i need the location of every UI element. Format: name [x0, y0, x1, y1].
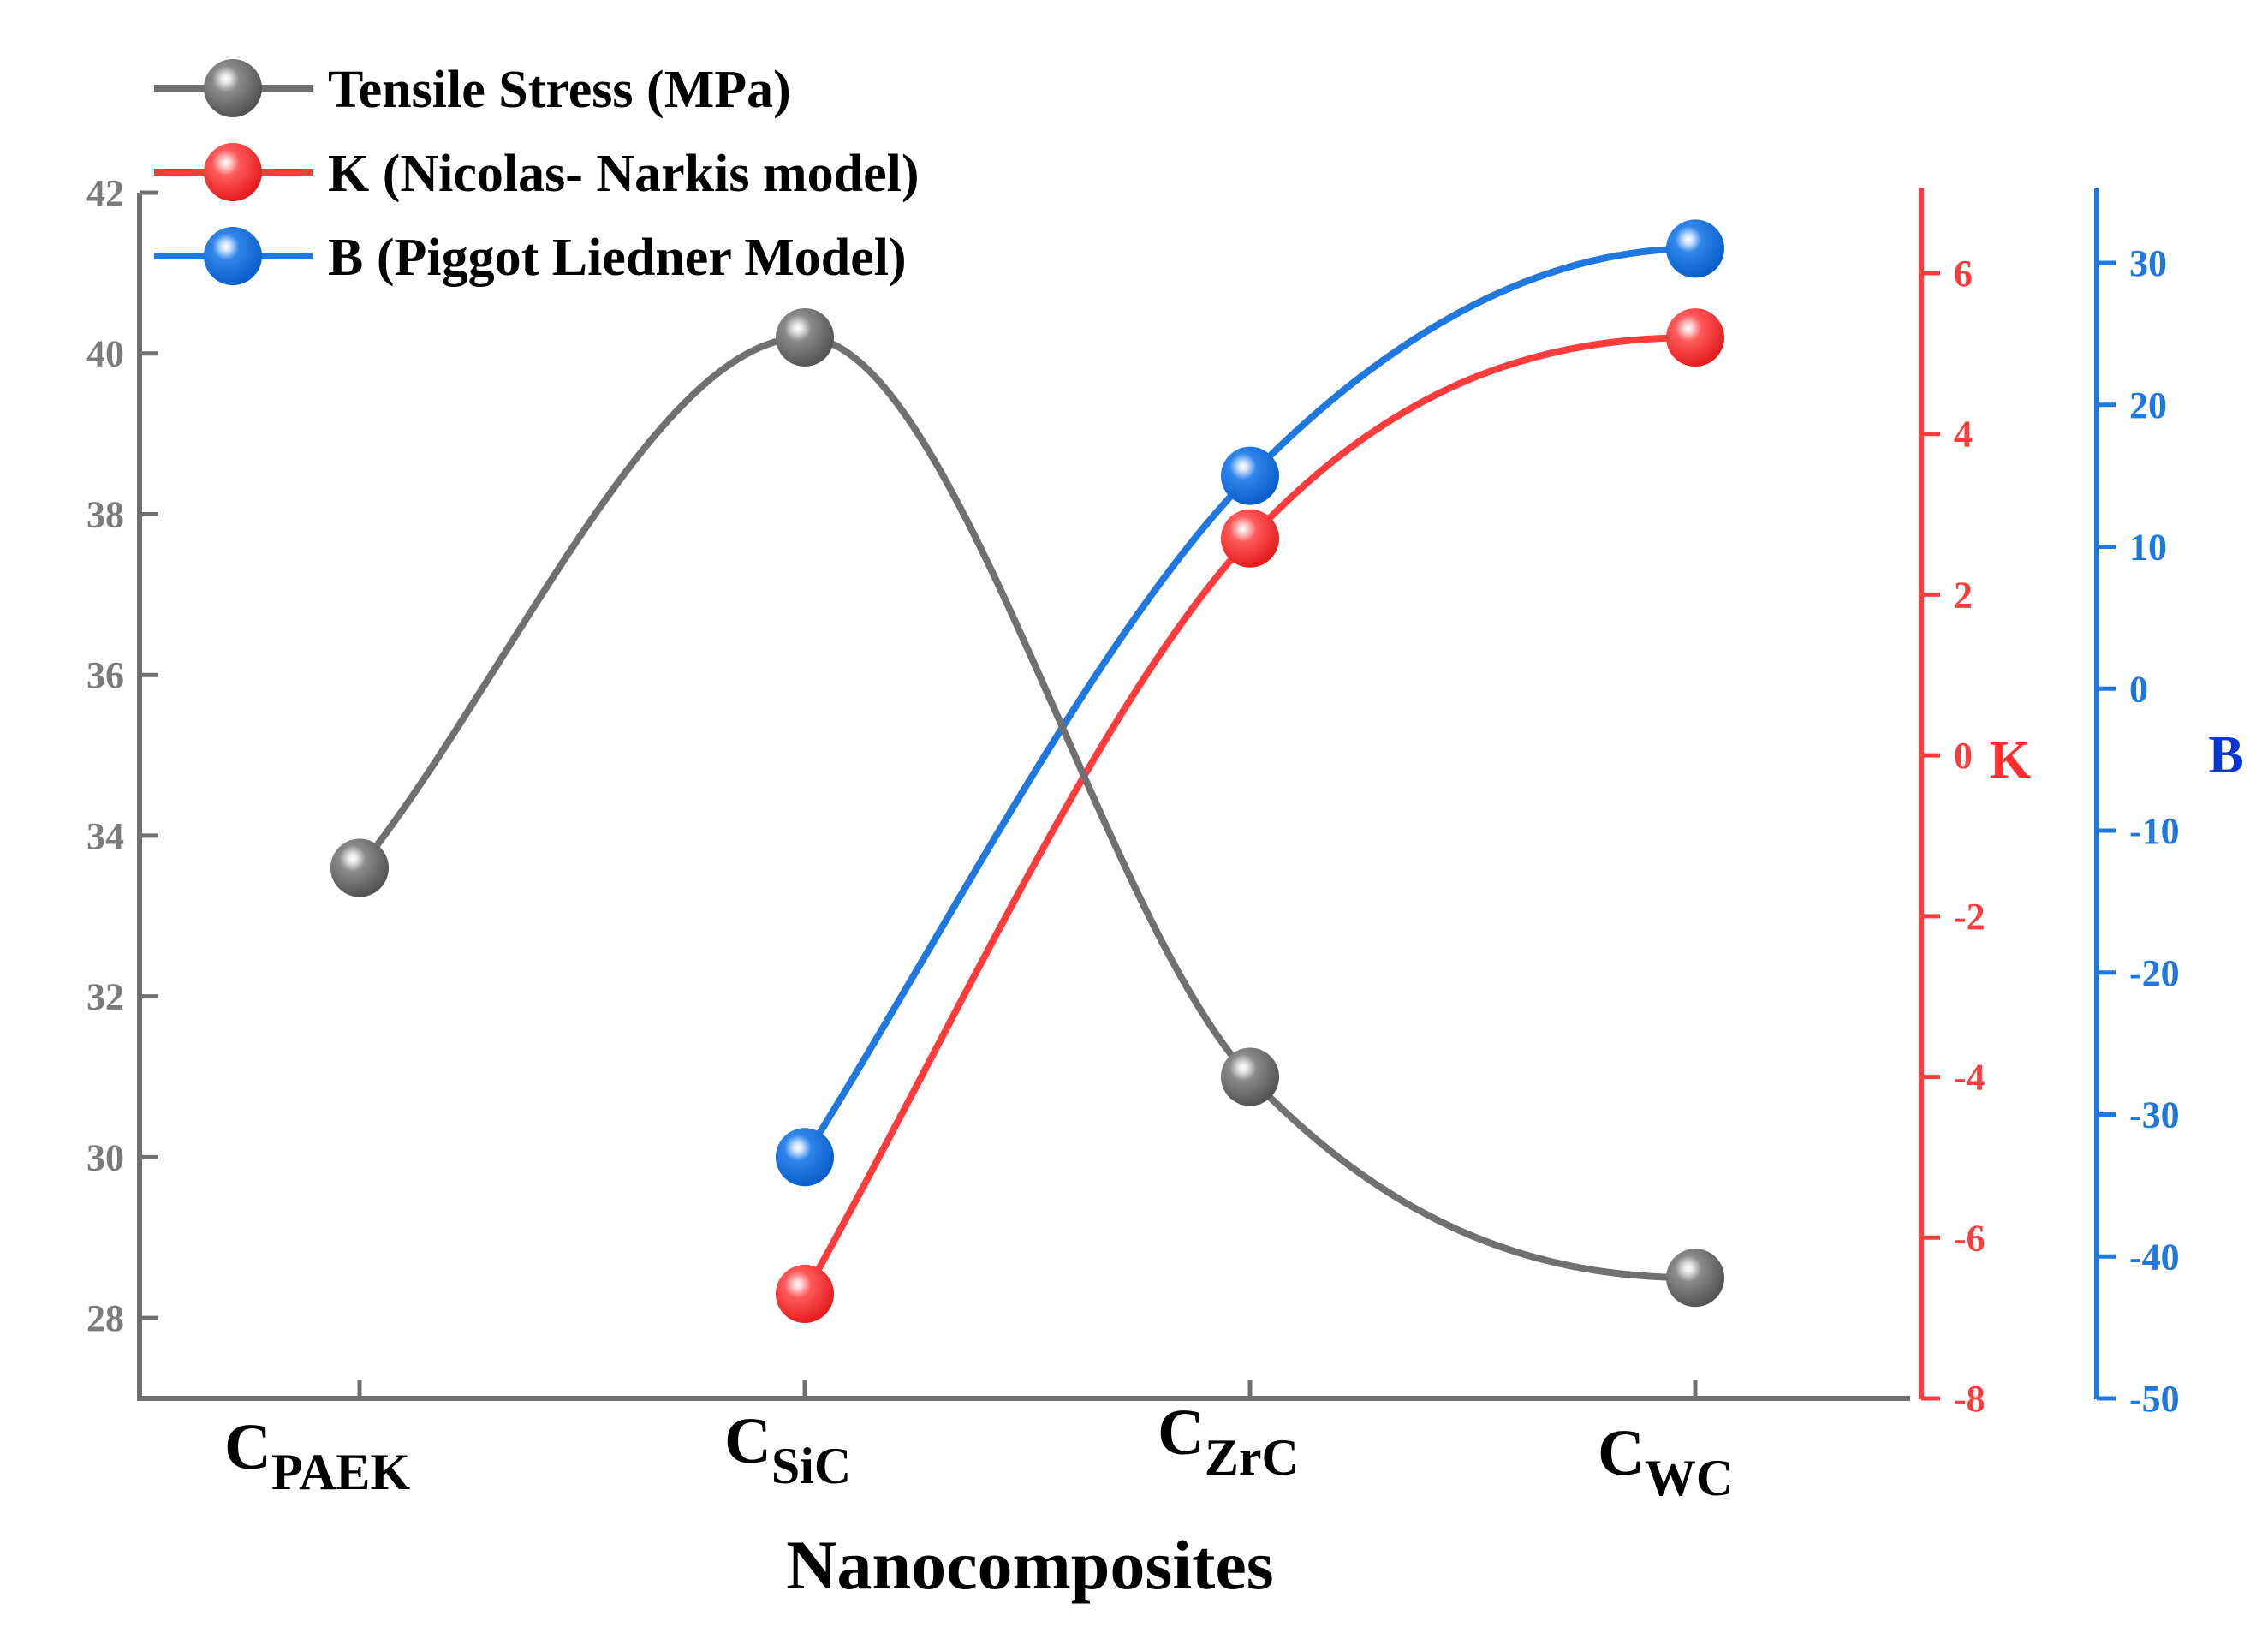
- k-tick-label: 2: [1954, 574, 1973, 616]
- b-axis-ticks: -50 -40 -30 -20 -10 0 10 20 30: [2097, 242, 2180, 1420]
- axes: [137, 188, 2099, 1401]
- k-tick-label: 6: [1954, 253, 1973, 295]
- b-tick-label: -20: [2129, 952, 2180, 994]
- data-point-k: [1666, 308, 1724, 367]
- data-point-tensile: [1666, 1249, 1724, 1308]
- left-tick-label: 34: [86, 815, 124, 857]
- data-point-b: [1221, 446, 1279, 505]
- data-point-tensile: [776, 307, 834, 367]
- left-tick-label: 30: [86, 1136, 124, 1178]
- b-axis-title: B: [2208, 726, 2243, 784]
- b-tick-label: -40: [2129, 1236, 2180, 1278]
- legend-item-b: B (Piggot Liedner Model): [154, 227, 907, 287]
- b-tick-label: 20: [2129, 384, 2167, 426]
- series-b: [776, 219, 1724, 1187]
- b-tick-label: -50: [2129, 1378, 2180, 1420]
- legend-item-k: K (Nicolas- Narkis model): [154, 143, 920, 203]
- left-tick-label: 28: [86, 1297, 124, 1339]
- b-tick-label: 10: [2129, 527, 2167, 569]
- legend-label-b: B (Piggot Liedner Model): [328, 229, 907, 287]
- k-axis-title: K: [1990, 731, 2031, 790]
- series-line-k: [801, 334, 1699, 1297]
- left-tick-label: 32: [86, 976, 124, 1018]
- legend-item-tensile: Tensile Stress (MPa): [154, 59, 791, 119]
- left-tick-label: 42: [86, 172, 124, 214]
- data-point-tensile: [1221, 1047, 1279, 1106]
- series-line-b: [801, 245, 1699, 1161]
- k-tick-label: 0: [1954, 735, 1973, 777]
- b-tick-label: 0: [2129, 668, 2148, 710]
- k-tick-label: -2: [1954, 896, 1985, 938]
- left-tick-label: 38: [86, 493, 124, 535]
- series-line-tensile: [356, 333, 1699, 1282]
- data-point-tensile: [330, 838, 389, 897]
- b-tick-label: -30: [2129, 1094, 2180, 1136]
- b-tick-label: 30: [2129, 242, 2167, 284]
- legend-marker-b: [204, 227, 262, 285]
- x-tick-label: CZrC: [1158, 1397, 1299, 1486]
- k-tick-label: -4: [1954, 1057, 1985, 1099]
- legend-marker-k: [204, 143, 262, 201]
- k-tick-label: 4: [1954, 414, 1973, 456]
- left-tick-label: 36: [86, 654, 124, 696]
- legend-marker-tensile: [204, 59, 262, 117]
- series-k: [776, 308, 1724, 1323]
- legend-label-k: K (Nicolas- Narkis model): [328, 145, 920, 203]
- left-axis-ticks: 28 30 32 34 36 38 40 42: [86, 172, 158, 1339]
- x-tick-label: CSiC: [724, 1405, 851, 1494]
- data-point-k: [1221, 509, 1279, 568]
- k-tick-label: -6: [1954, 1217, 1985, 1259]
- legend-label-tensile: Tensile Stress (MPa): [328, 61, 791, 119]
- series-tensile: [330, 307, 1724, 1308]
- data-point-b: [776, 1128, 834, 1187]
- x-axis-ticks: CPAEK CSiC CZrC CWC: [224, 1380, 1733, 1506]
- x-tick-label: CPAEK: [224, 1411, 410, 1500]
- k-axis-ticks: -8 -6 -4 -2 0 2 4 6: [1921, 253, 1985, 1420]
- data-point-b: [1666, 219, 1724, 278]
- legend: Tensile Stress (MPa) K (Nicolas- Narkis …: [154, 59, 920, 287]
- x-axis-title: Nanocomposites: [786, 1526, 1273, 1604]
- data-point-k: [776, 1264, 834, 1323]
- x-tick-label: CWC: [1598, 1417, 1733, 1506]
- b-tick-label: -10: [2129, 810, 2180, 852]
- left-tick-label: 40: [86, 333, 124, 375]
- series-layer: [330, 219, 1724, 1323]
- k-tick-label: -8: [1954, 1378, 1985, 1420]
